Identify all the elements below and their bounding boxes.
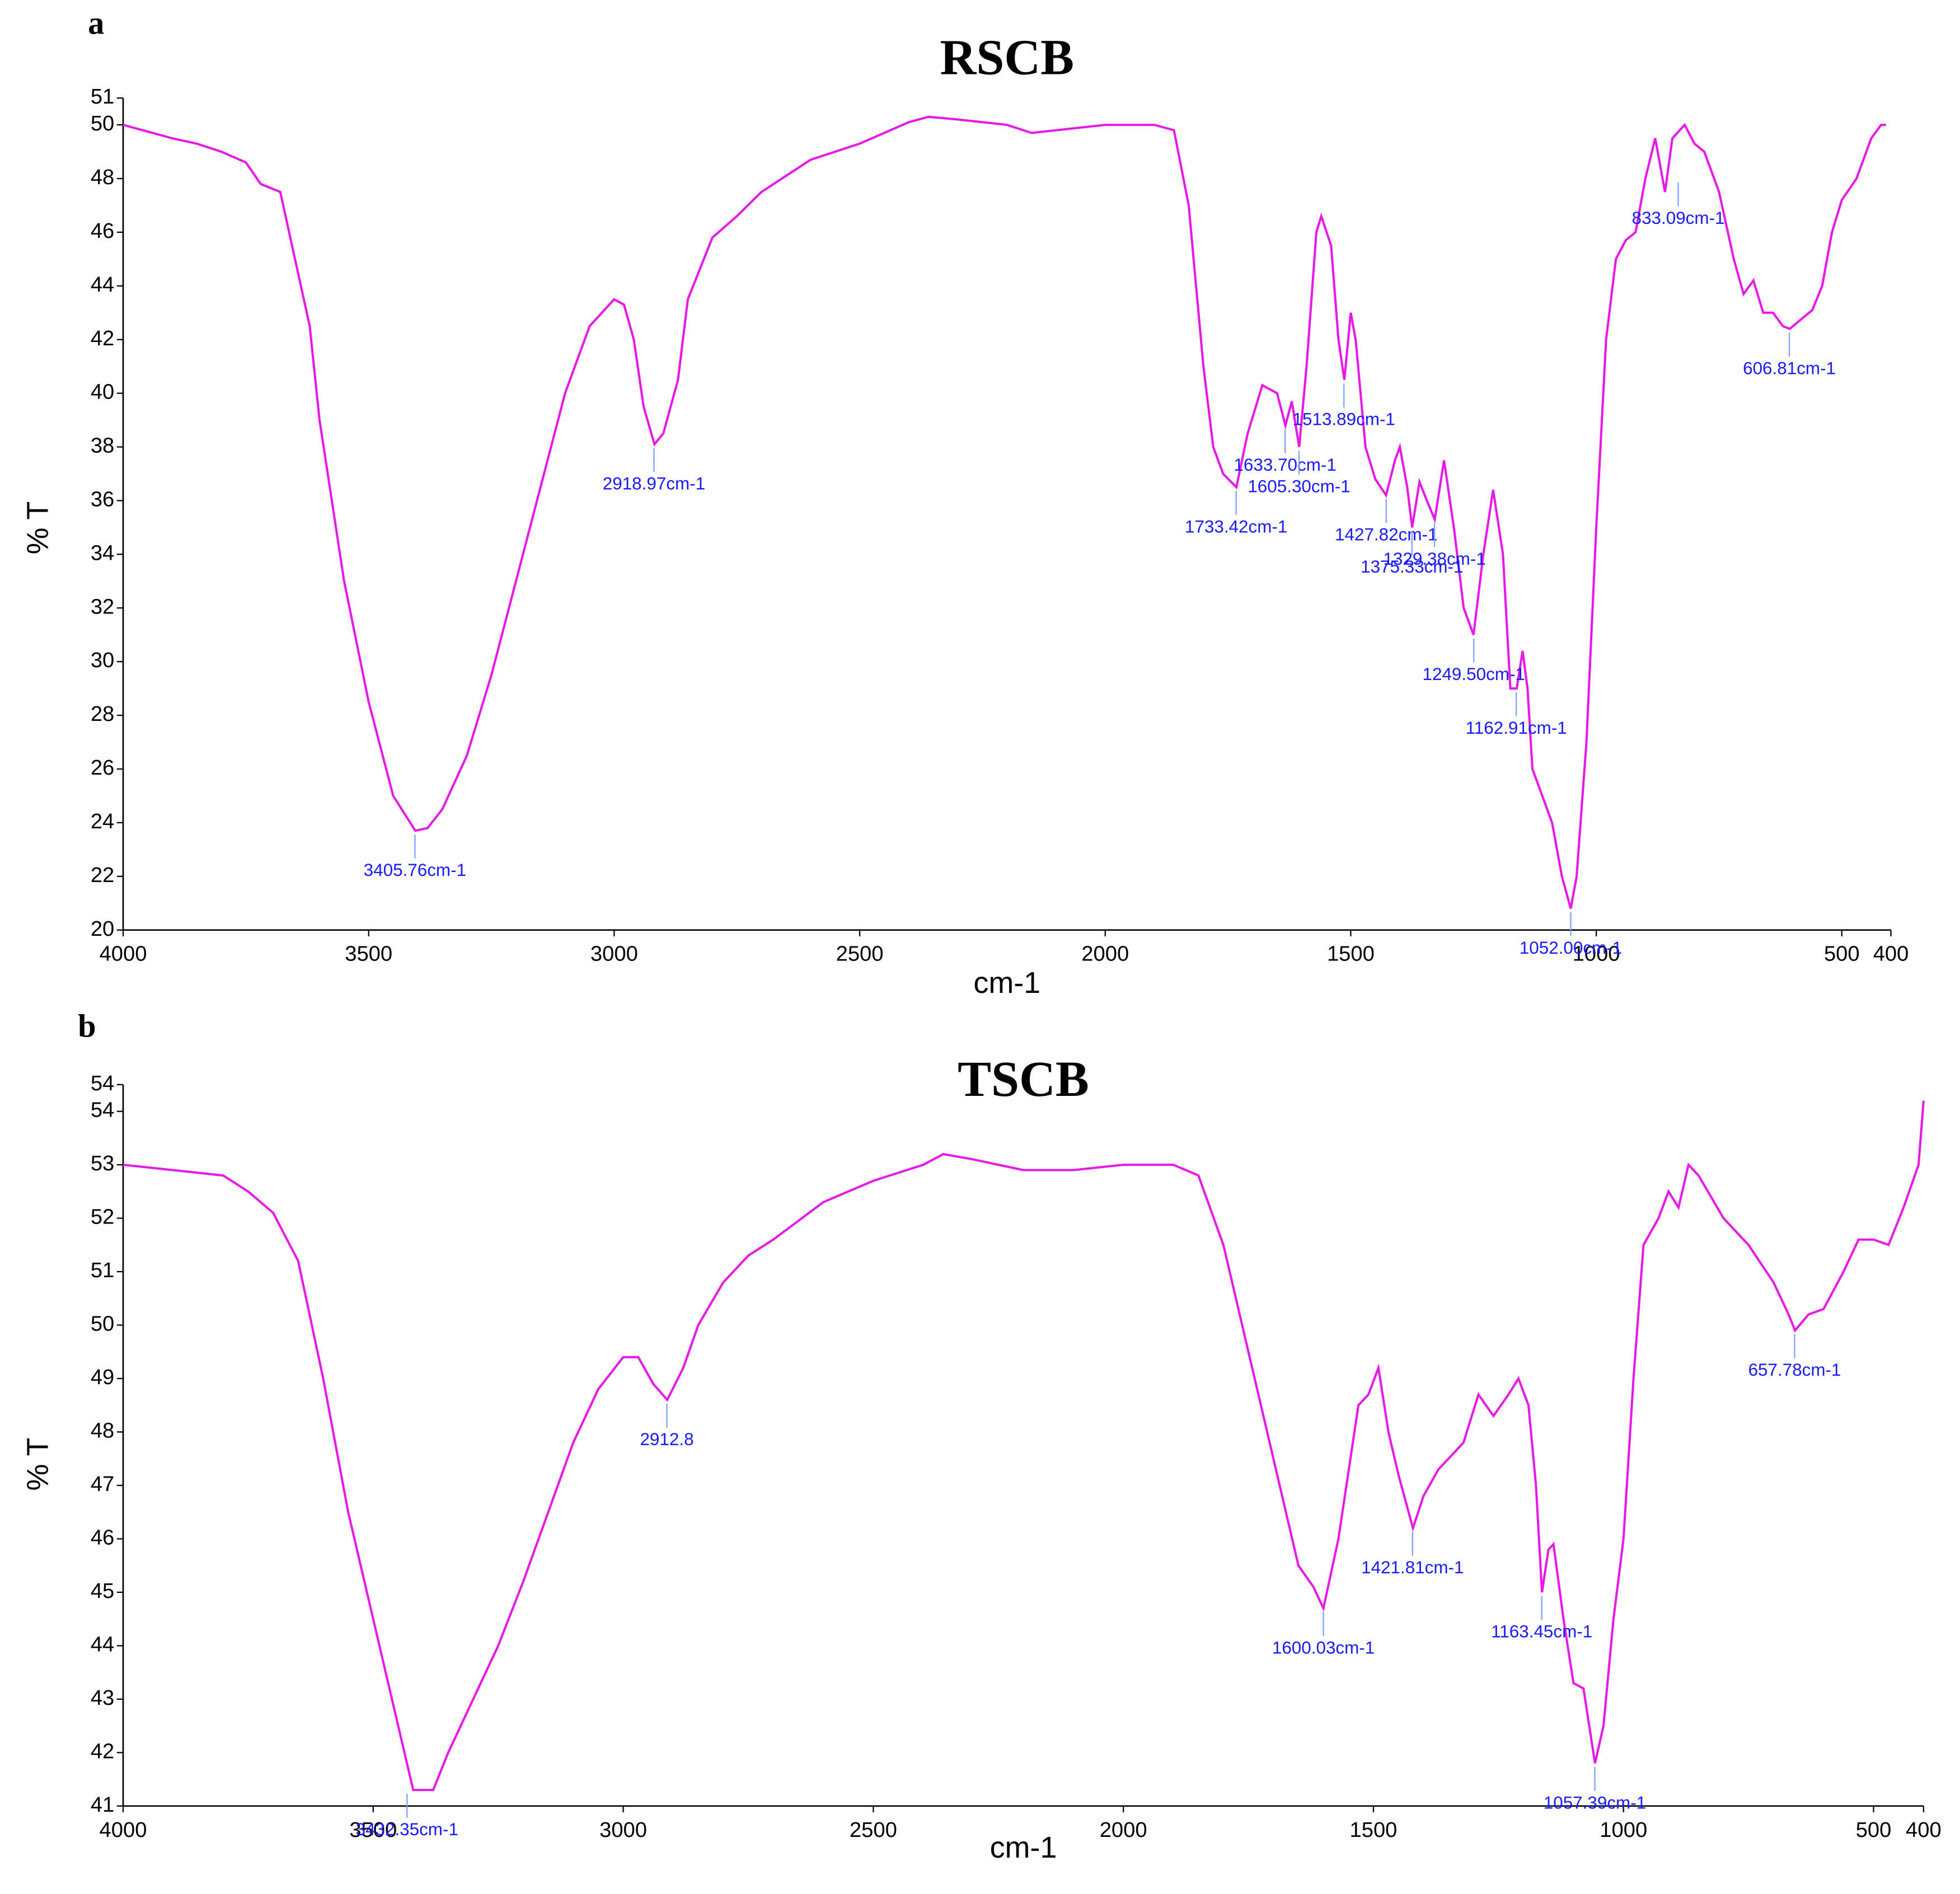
peak-label: 606.81cm-1 [1743, 358, 1836, 378]
x-tick-label: 1000 [1600, 1818, 1647, 1842]
x-tick-label: 1500 [1350, 1818, 1398, 1842]
y-tick-label: 51 [91, 85, 114, 109]
x-axis-label: cm-1 [973, 966, 1040, 1000]
y-tick-label: 38 [91, 434, 114, 458]
x-tick-label: 3000 [590, 942, 638, 966]
y-tick-label: 45 [91, 1579, 114, 1603]
x-axis-label: cm-1 [990, 1831, 1057, 1864]
x-tick-label: 400 [1906, 1818, 1942, 1842]
x-tick-label: 400 [1873, 942, 1909, 966]
y-tick-label: 46 [91, 1526, 114, 1550]
peak-label: 1733.42cm-1 [1185, 517, 1287, 536]
y-tick-label: 48 [91, 1419, 114, 1443]
peak-label: 1052.00cm-1 [1520, 938, 1622, 958]
y-tick-label: 50 [91, 111, 114, 135]
y-tick-label: 22 [91, 863, 114, 887]
x-tick-label: 500 [1856, 1818, 1892, 1842]
peak-label: 1605.30cm-1 [1248, 476, 1350, 496]
x-tick-label: 1000 [1573, 942, 1620, 966]
y-axis-label: % T [21, 501, 54, 555]
x-tick-label: 1500 [1327, 942, 1375, 966]
x-tick-label: 3500 [345, 942, 392, 966]
peak-label: 3405.76cm-1 [364, 860, 466, 880]
chart-title: TSCB [958, 1052, 1089, 1107]
y-axis-label: % T [21, 1438, 54, 1491]
y-tick-label: 34 [91, 541, 114, 565]
x-tick-label: 3500 [349, 1818, 397, 1842]
y-tick-label: 44 [91, 1632, 114, 1656]
y-tick-label: 42 [91, 1739, 114, 1763]
x-tick-label: 2500 [836, 942, 884, 966]
y-tick-label: 24 [91, 809, 114, 833]
peak-label: 657.78cm-1 [1748, 1360, 1841, 1380]
peak-label: 3432.35cm-1 [356, 1820, 458, 1839]
y-tick-label: 54 [91, 1071, 114, 1095]
y-tick-label: 36 [91, 487, 114, 512]
y-tick-label: 28 [91, 702, 114, 726]
y-tick-label: 30 [91, 648, 114, 672]
peak-label: 1057.39cm-1 [1544, 1793, 1646, 1812]
y-tick-label: 49 [91, 1365, 114, 1389]
y-tick-label: 53 [91, 1151, 114, 1175]
chart-title: RSCB [940, 30, 1075, 85]
x-tick-label: 2000 [1100, 1818, 1147, 1842]
x-tick-label: 4000 [100, 942, 147, 966]
y-tick-label: 44 [91, 273, 114, 297]
peak-label: 2912.8 [640, 1429, 693, 1449]
peak-label: 1427.82cm-1 [1335, 525, 1437, 545]
y-tick-label: 50 [91, 1312, 114, 1336]
y-tick-label: 47 [91, 1472, 114, 1496]
peak-label: 1162.91cm-1 [1466, 718, 1567, 738]
y-tick-label: 26 [91, 756, 114, 780]
panel-label: a [88, 5, 104, 41]
y-tick-label: 48 [91, 165, 114, 189]
peak-label: 1421.81cm-1 [1361, 1558, 1464, 1577]
y-tick-label: 54 [91, 1098, 114, 1122]
x-tick-label: 3000 [599, 1818, 647, 1842]
x-tick-label: 500 [1824, 942, 1860, 966]
y-tick-label: 42 [91, 326, 114, 350]
peak-label: 1633.70cm-1 [1234, 455, 1336, 475]
peak-label: 1249.50cm-1 [1423, 664, 1525, 684]
y-tick-label: 43 [91, 1686, 114, 1710]
x-tick-label: 2500 [850, 1818, 897, 1842]
peak-label: 1600.03cm-1 [1272, 1638, 1375, 1657]
peak-label: 1375.33cm-1 [1361, 557, 1463, 576]
peak-label: 833.09cm-1 [1632, 208, 1725, 228]
peak-label: 2918.97cm-1 [603, 474, 705, 494]
y-tick-label: 52 [91, 1205, 114, 1229]
peak-label: 1329.38cm-1 [1383, 549, 1485, 569]
panel-label: b [78, 1008, 96, 1044]
y-tick-label: 32 [91, 594, 114, 618]
x-tick-label: 4000 [100, 1818, 147, 1842]
peak-label: 1163.45cm-1 [1491, 1622, 1592, 1642]
y-tick-label: 40 [91, 380, 114, 404]
y-tick-label: 46 [91, 219, 114, 243]
y-tick-label: 20 [91, 917, 114, 941]
spectrum-line [123, 115, 1886, 909]
y-tick-label: 41 [91, 1793, 114, 1817]
x-tick-label: 2000 [1081, 942, 1129, 966]
spectrum-line [123, 1100, 1925, 1792]
y-tick-label: 51 [91, 1258, 114, 1282]
peak-label: 1513.89cm-1 [1293, 409, 1395, 429]
